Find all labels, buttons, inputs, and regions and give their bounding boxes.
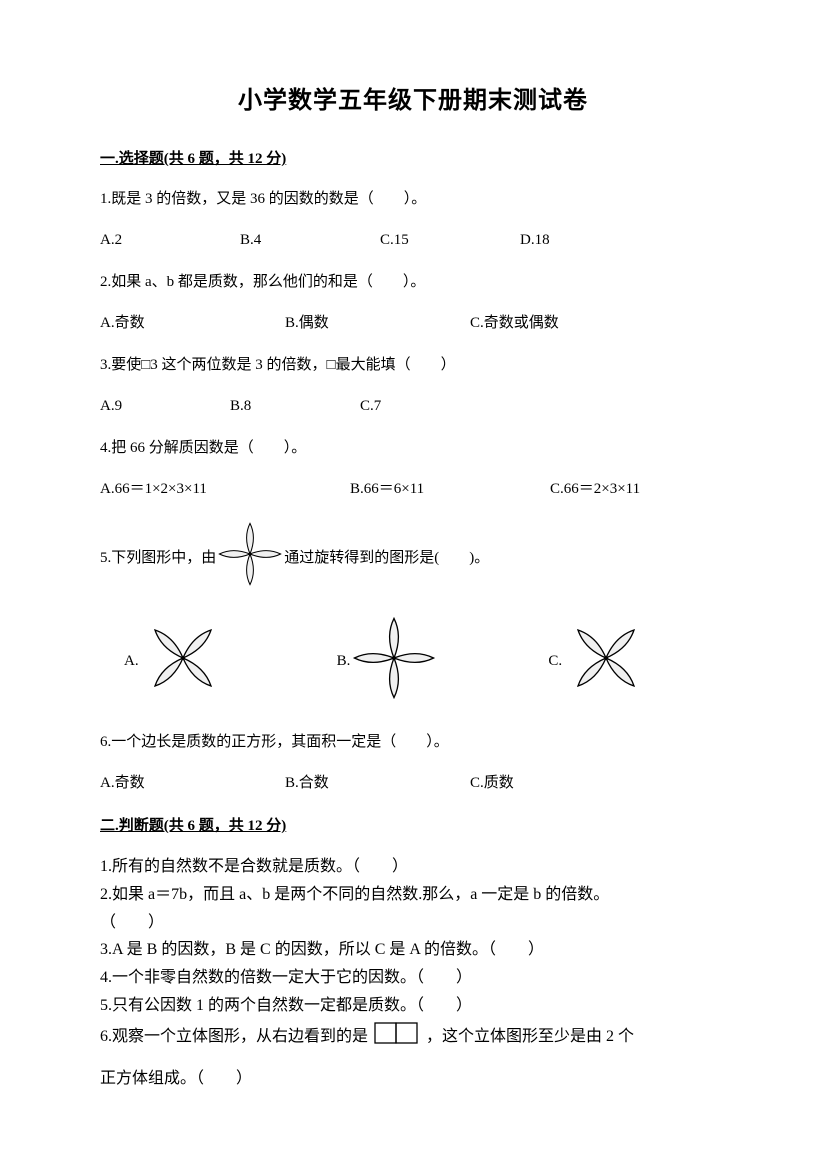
- judge-q6-c: 正方体组成。（ ）: [100, 1067, 726, 1092]
- petal-a-icon: [139, 614, 227, 710]
- q1-options: A.2 B.4 C.15 D.18: [100, 229, 726, 252]
- question-6: 6.一个边长是质数的正方形，其面积一定是（ ）。 A.奇数 B.合数 C.质数: [100, 731, 726, 794]
- judge-questions: 1.所有的自然数不是合数就是质数。（ ） 2.如果 a＝7b，而且 a、b 是两…: [100, 855, 726, 1091]
- q3-text: 3.要使□3 这个两位数是 3 的倍数，□最大能填（ ）: [100, 354, 726, 377]
- q2-text: 2.如果 a、b 都是质数，那么他们的和是（ ）。: [100, 271, 726, 294]
- q6-text: 6.一个边长是质数的正方形，其面积一定是（ ）。: [100, 731, 726, 754]
- q5-option-a: A.: [124, 614, 227, 710]
- q3-options: A.9 B.8 C.7: [100, 395, 726, 418]
- question-4: 4.把 66 分解质因数是（ ）。 A.66＝1×2×3×11 B.66＝6×1…: [100, 437, 726, 500]
- judge-q6-a: 6.观察一个立体图形，从右边看到的是: [100, 1028, 368, 1045]
- section2-header: 二.判断题(共 6 题，共 12 分): [100, 814, 726, 835]
- q1-option-a: A.2: [100, 229, 240, 252]
- section1-header: 一.选择题(共 6 题，共 12 分): [100, 147, 726, 168]
- q2-option-a: A.奇数: [100, 312, 285, 335]
- judge-q2-b: （ ）: [100, 911, 726, 936]
- question-2: 2.如果 a、b 都是质数，那么他们的和是（ ）。 A.奇数 B.偶数 C.奇数…: [100, 271, 726, 334]
- q6-option-c: C.质数: [470, 772, 655, 795]
- q5-options: A. B.: [100, 614, 726, 710]
- judge-q2-a: 2.如果 a＝7b，而且 a、b 是两个不同的自然数.那么，a 一定是 b 的倍…: [100, 883, 726, 908]
- q4-option-a: A.66＝1×2×3×11: [100, 478, 350, 501]
- judge-q4: 4.一个非零自然数的倍数一定大于它的因数。（ ）: [100, 966, 726, 991]
- q5-text-b: 通过旋转得到的图形是( )。: [284, 547, 489, 570]
- q5-text-a: 5.下列图形中，由: [100, 547, 216, 570]
- judge-q6-line1: 6.观察一个立体图形，从右边看到的是 ，这个立体图形至少是由 2 个: [100, 1022, 726, 1053]
- q5-option-b: B.: [337, 614, 439, 710]
- question-3: 3.要使□3 这个两位数是 3 的倍数，□最大能填（ ） A.9 B.8 C.7: [100, 354, 726, 417]
- q3-option-a: A.9: [100, 395, 230, 418]
- q4-option-c: C.66＝2×3×11: [550, 478, 710, 501]
- q5-option-b-label: B.: [337, 650, 351, 673]
- judge-q6-b: ，这个立体图形至少是由 2 个: [426, 1028, 634, 1045]
- q2-option-b: B.偶数: [285, 312, 470, 335]
- q1-option-c: C.15: [380, 229, 520, 252]
- question-5: 5.下列图形中，由 通过旋转得到的图形是( )。 A.: [100, 520, 726, 709]
- petal-c-icon: [562, 614, 650, 710]
- two-squares-icon: [374, 1022, 420, 1053]
- petal-b-icon: [350, 614, 438, 710]
- q2-options: A.奇数 B.偶数 C.奇数或偶数: [100, 312, 726, 335]
- q5-option-c: C.: [548, 614, 650, 710]
- judge-q1: 1.所有的自然数不是合数就是质数。（ ）: [100, 855, 726, 880]
- q6-option-b: B.合数: [285, 772, 470, 795]
- q5-option-c-label: C.: [548, 650, 562, 673]
- q3-option-b: B.8: [230, 395, 360, 418]
- question-1: 1.既是 3 的倍数，又是 36 的因数的数是（ ）。 A.2 B.4 C.15…: [100, 188, 726, 251]
- q2-option-c: C.奇数或偶数: [470, 312, 655, 335]
- q5-text-row: 5.下列图形中，由 通过旋转得到的图形是( )。: [100, 520, 726, 596]
- judge-q3: 3.A 是 B 的因数，B 是 C 的因数，所以 C 是 A 的倍数。（ ）: [100, 938, 726, 963]
- q6-option-a: A.奇数: [100, 772, 285, 795]
- q4-option-b: B.66＝6×11: [350, 478, 550, 501]
- page-title: 小学数学五年级下册期末测试卷: [100, 80, 726, 115]
- petal-ref-icon: [216, 520, 284, 596]
- judge-q5: 5.只有公因数 1 的两个自然数一定都是质数。（ ）: [100, 994, 726, 1019]
- q1-option-b: B.4: [240, 229, 380, 252]
- q5-option-a-label: A.: [124, 650, 139, 673]
- q4-text: 4.把 66 分解质因数是（ ）。: [100, 437, 726, 460]
- q1-text: 1.既是 3 的倍数，又是 36 的因数的数是（ ）。: [100, 188, 726, 211]
- q6-options: A.奇数 B.合数 C.质数: [100, 772, 726, 795]
- q4-options: A.66＝1×2×3×11 B.66＝6×11 C.66＝2×3×11: [100, 478, 726, 501]
- q1-option-d: D.18: [520, 229, 660, 252]
- q3-option-c: C.7: [360, 395, 490, 418]
